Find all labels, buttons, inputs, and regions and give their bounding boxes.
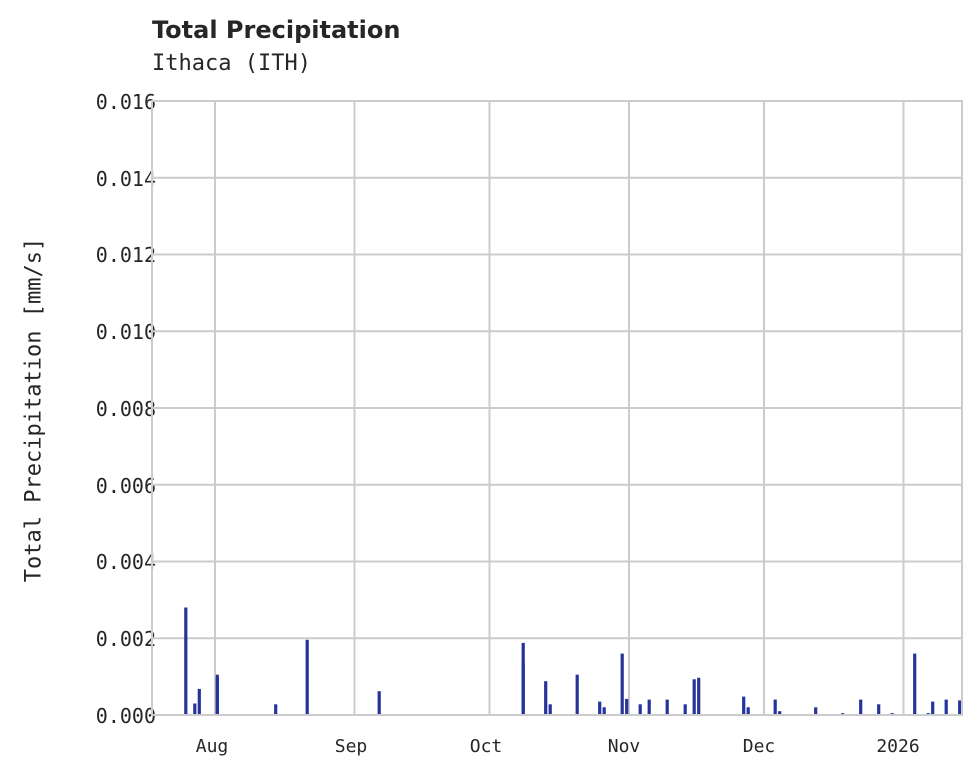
precip-bar: [683, 704, 687, 715]
precip-bar: [778, 711, 782, 715]
y-tick: 0.014: [95, 167, 156, 191]
precip-bar: [193, 703, 197, 715]
x-tick: Sep: [334, 736, 368, 757]
precip-bar: [602, 707, 606, 715]
y-tick: 0.000: [95, 704, 156, 728]
precip-bar: [575, 674, 579, 715]
chart-title: Total Precipitation: [152, 16, 401, 44]
gridlines: [152, 100, 962, 716]
precip-bar: [620, 653, 624, 715]
precip-bar: [697, 677, 701, 715]
chart-subtitle: Ithaca (ITH): [152, 51, 311, 76]
y-tick: 0.004: [95, 550, 156, 574]
x-tick: Oct: [469, 736, 503, 757]
y-tick: 0.002: [95, 627, 156, 651]
x-tick: Nov: [607, 736, 641, 757]
precip-bar: [692, 679, 696, 715]
y-tick: 0.012: [95, 243, 156, 267]
precip-bar: [944, 699, 948, 715]
x-tick: 2026: [876, 736, 920, 757]
precip-bar: [913, 653, 917, 715]
precip-bar: [544, 681, 548, 715]
precip-bar: [665, 699, 669, 715]
precip-bar: [598, 701, 602, 715]
plot-frame: [151, 100, 963, 716]
precip-bar: [958, 700, 962, 715]
precip-bar: [215, 674, 219, 715]
precip-bar: [377, 691, 381, 715]
y-tick: 0.006: [95, 474, 156, 498]
precipitation-series: [184, 607, 962, 715]
precip-bar: [931, 701, 935, 715]
y-tick: 0.010: [95, 320, 156, 344]
y-tick: 0.016: [95, 90, 156, 114]
precip-bar: [742, 696, 746, 715]
x-tick: Aug: [195, 736, 229, 757]
precip-bar: [197, 688, 201, 715]
precip-bar: [625, 698, 629, 715]
precip-bar: [647, 699, 651, 715]
precip-bar: [746, 707, 750, 715]
precip-bar: [877, 704, 881, 715]
precip-bar: [773, 699, 777, 715]
precip-bar: [184, 607, 188, 715]
precip-bar: [638, 704, 642, 715]
precip-bar: [521, 663, 525, 715]
precip-bar: [305, 639, 309, 715]
precip-bar: [548, 704, 552, 715]
precip-bar: [814, 707, 818, 715]
y-tick: 0.008: [95, 397, 156, 421]
x-tick: Dec: [742, 736, 776, 757]
precip-bar: [274, 704, 278, 715]
precip-bar: [859, 699, 863, 715]
